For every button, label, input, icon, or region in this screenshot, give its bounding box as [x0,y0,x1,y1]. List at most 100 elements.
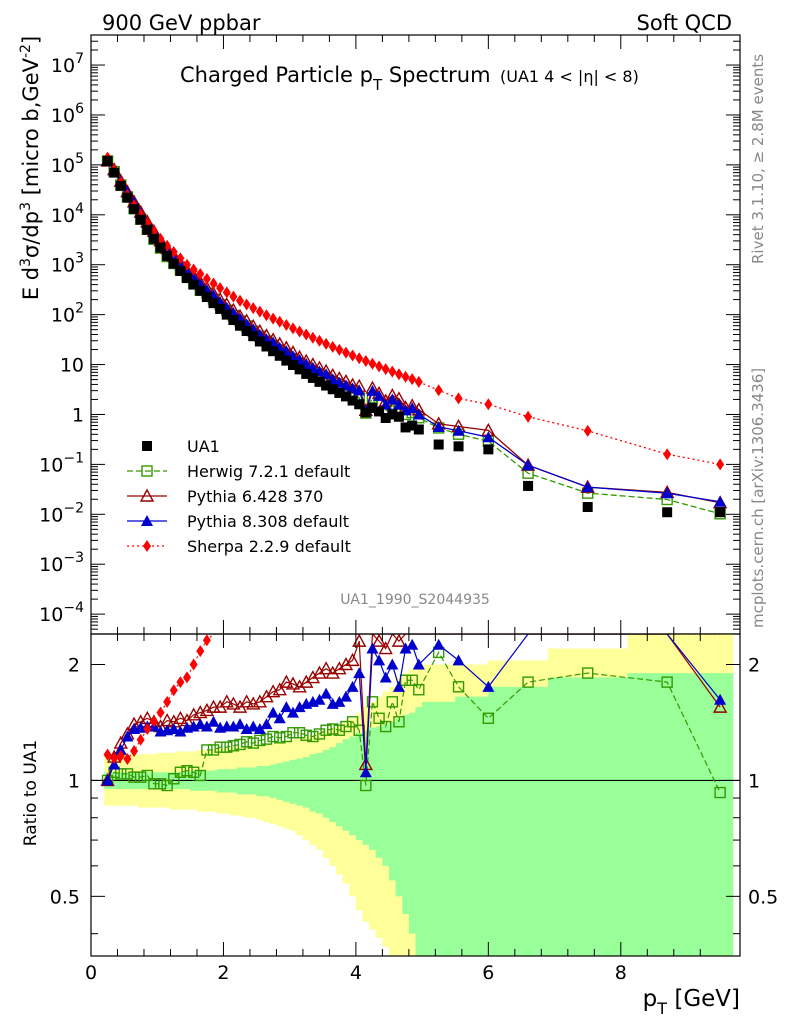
legend-marker [143,540,151,552]
ratio-axis-label: Ratio to UA1 [21,740,41,846]
ratio-frame [90,633,741,957]
ratio-point [293,727,306,739]
data-point [581,481,594,493]
ratio-point [452,681,465,693]
y-tick-label: 10−2 [39,500,84,526]
ratio-point [286,706,299,718]
ratio-point [366,642,379,654]
ratio-point [156,706,165,719]
data-point [484,398,493,411]
data-point [229,290,238,303]
data-point [254,336,265,347]
data-point [373,389,386,401]
x-tick-label: 4 [350,962,362,984]
data-point [115,180,126,191]
data-point [235,320,246,331]
ratio-point [163,695,172,708]
data-point [287,359,298,370]
ratio-point [333,695,346,707]
ratio-point [134,771,147,783]
ratio-point [148,778,160,790]
ratio-point [273,712,286,724]
ratio-point [279,674,294,688]
ratio-point [226,696,241,710]
ratio-point [247,720,260,732]
ratio-point [406,638,419,650]
ratio-point [234,718,247,730]
rivet-label: Rivet 3.1.10, ≥ 2.8M events [749,54,767,264]
data-point [248,331,259,342]
ratio-point [174,725,187,737]
ratio-series-herwig-7-2-1-default [101,646,726,799]
data-point [249,302,258,315]
ratio-point [581,667,594,679]
legend-item: UA1 [142,437,220,456]
data-point [196,268,205,281]
ratio-point [174,766,187,778]
data-point [663,448,672,461]
ratio-point [194,769,206,782]
data-point [335,343,344,356]
ratio-point [333,724,346,736]
x-tick-label: 8 [615,962,627,984]
ratio-point [189,658,198,671]
ratio-point [287,727,299,739]
legend-label: Pythia 8.308 default [187,512,349,531]
data-point [255,305,264,318]
data-point [453,441,464,452]
y-tick-label: 10−3 [39,550,84,576]
ratio-point [327,723,339,735]
data-point [314,376,325,387]
ratio-point [123,753,132,766]
ratio-point [239,694,254,708]
legend-label: Sherpa 2.2.9 default [187,537,351,556]
legend-label: Herwig 7.2.1 default [187,462,350,481]
ratio-point [712,699,728,713]
data-point [142,224,153,235]
ratio-point [522,676,534,688]
ratio-point [219,694,234,708]
ratio-point [393,716,405,728]
data-point [195,285,206,296]
data-point [366,384,379,396]
data-point [202,272,211,285]
ratio-point [292,679,307,693]
ratio-point [103,748,112,761]
ratio-point [274,732,286,744]
ratio-point [149,715,158,728]
plot-cut-label: (UA1 4 < |η| < 8) [500,67,639,86]
ratio-point [373,712,385,724]
ratio-point [143,722,152,735]
ratio-point [260,733,273,745]
ratio-point [325,665,340,679]
data-point [302,328,311,341]
ratio-point [661,676,673,688]
analysis-label: UA1_1990_S2044935 [340,592,490,608]
y-tick-label: 105 [51,151,84,177]
ratio-point [307,730,319,743]
ratio-point [214,741,226,753]
data-point [188,279,199,290]
data-point [322,337,331,350]
ratio-point [187,766,200,778]
ratio-point [413,684,425,696]
ratio-point [346,716,359,728]
ratio-point [482,712,495,724]
ratio-point [154,778,167,790]
data-point [374,406,385,417]
data-point [242,298,251,311]
data-point [334,387,345,398]
ratio-line [106,634,721,781]
legend-item: Herwig 7.2.1 default [127,462,350,481]
legend-marker [141,515,153,526]
data-point [148,233,159,244]
ratio-point [320,724,332,736]
ratio-point [141,769,153,782]
ratio-point [161,779,173,792]
data-point [361,354,370,367]
data-point [222,286,231,299]
data-point [348,349,357,362]
data-point [341,346,350,359]
ratio-point [110,752,119,765]
y-tick-label: 102 [51,301,84,327]
